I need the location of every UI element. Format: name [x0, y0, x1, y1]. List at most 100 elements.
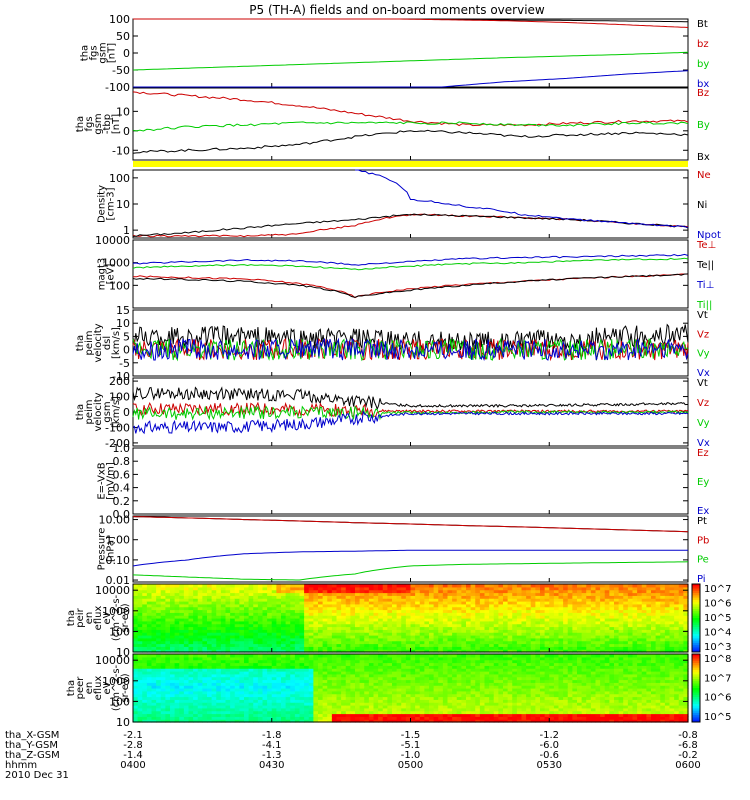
- heat-cell: [456, 696, 462, 700]
- heat-cell: [350, 685, 356, 689]
- heat-cell: [498, 629, 504, 633]
- heat-cell: [452, 668, 458, 672]
- heat-cell: [281, 629, 287, 633]
- heat-cell: [271, 629, 277, 633]
- heat-cell: [530, 603, 536, 608]
- colorbar-band: [692, 638, 700, 642]
- heat-cell: [156, 589, 162, 594]
- heat-cell: [419, 629, 425, 633]
- heat-cell: [156, 584, 162, 588]
- heat-cell: [572, 598, 578, 602]
- heat-cell: [290, 584, 296, 588]
- heat-cell: [359, 626, 365, 630]
- heat-cell: [248, 690, 254, 695]
- heat-cell: [262, 643, 268, 647]
- heat-cell: [442, 693, 449, 698]
- heat-cell: [461, 620, 467, 625]
- heat-cell: [183, 705, 190, 709]
- heat-cell: [392, 601, 398, 605]
- heat-cell: [331, 710, 338, 715]
- heat-cell: [442, 592, 449, 596]
- heat-cell: [424, 710, 430, 715]
- heat-cell: [151, 676, 157, 681]
- heat-cell: [179, 671, 185, 675]
- heat-cell: [442, 671, 449, 675]
- heat-cell: [595, 609, 601, 613]
- heat-cell: [623, 623, 629, 628]
- heat-cell: [299, 626, 305, 630]
- heat-cell: [387, 656, 393, 661]
- heat-cell: [336, 618, 342, 622]
- heat-cell: [405, 705, 412, 709]
- heat-cell: [442, 632, 449, 636]
- heat-cell: [586, 603, 592, 608]
- heat-cell: [211, 685, 217, 689]
- heat-cell: [618, 637, 624, 642]
- heat-cell: [276, 586, 282, 591]
- heat-cell: [322, 699, 328, 703]
- heat-cell: [183, 673, 190, 678]
- y-tick-label: 10: [116, 105, 130, 118]
- heat-cell: [359, 643, 365, 647]
- heat-cell: [567, 640, 573, 645]
- heat-cell: [257, 659, 264, 664]
- heat-cell: [179, 635, 185, 639]
- legend-Bt: Bt: [697, 19, 708, 30]
- heat-cell: [220, 707, 227, 712]
- heat-cell: [415, 649, 421, 653]
- heat-cell: [405, 635, 412, 639]
- heat-cell: [299, 659, 305, 664]
- colorbar-band: [692, 586, 700, 590]
- heat-cell: [461, 626, 467, 630]
- heat-cell: [345, 640, 351, 645]
- heat-cell: [202, 649, 208, 653]
- heat-cell: [262, 665, 268, 669]
- heat-cell: [392, 623, 398, 628]
- heat-cell: [507, 609, 513, 613]
- heat-cell: [359, 693, 365, 698]
- heat-cell: [156, 601, 162, 605]
- heat-cell: [595, 598, 601, 602]
- heat-cell: [415, 710, 421, 715]
- heat-cell: [276, 606, 282, 611]
- heat-cell: [516, 635, 523, 639]
- heat-cell: [424, 685, 430, 689]
- heat-cell: [415, 592, 421, 596]
- heat-cell: [452, 693, 458, 698]
- heat-cell: [424, 673, 430, 678]
- heat-cell: [271, 606, 277, 611]
- heat-cell: [521, 595, 527, 599]
- heat-cell: [331, 626, 338, 630]
- heat-cell: [193, 646, 199, 650]
- heat-cell: [165, 713, 171, 717]
- heat-cell: [595, 618, 601, 622]
- heat-cell: [442, 682, 449, 686]
- heat-cell: [683, 615, 689, 619]
- heat-cell: [586, 640, 592, 645]
- heat-cell: [207, 615, 213, 619]
- heat-cell: [396, 640, 402, 645]
- heat-cell: [327, 713, 333, 717]
- heat-cell: [572, 612, 578, 616]
- heat-cell: [373, 609, 379, 613]
- heat-cell: [641, 649, 647, 653]
- heat-cell: [498, 649, 504, 653]
- heat-cell: [156, 682, 162, 686]
- heat-cell: [590, 620, 597, 625]
- heat-cell: [294, 643, 301, 647]
- heat-cell: [281, 620, 287, 625]
- heat-cell: [207, 623, 213, 628]
- heat-cell: [355, 646, 361, 650]
- heat-cell: [674, 635, 680, 639]
- heat-cell: [257, 702, 264, 706]
- y-tick-label: 15: [116, 304, 130, 317]
- heat-cell: [438, 626, 444, 630]
- heat-cell: [318, 713, 324, 717]
- heat-cell: [405, 676, 412, 681]
- heat-cell: [244, 702, 250, 706]
- heat-cell: [614, 615, 620, 619]
- heat-cell: [447, 719, 453, 723]
- heat-cell: [345, 649, 351, 653]
- heat-cell: [475, 606, 481, 611]
- heat-cell: [170, 603, 176, 608]
